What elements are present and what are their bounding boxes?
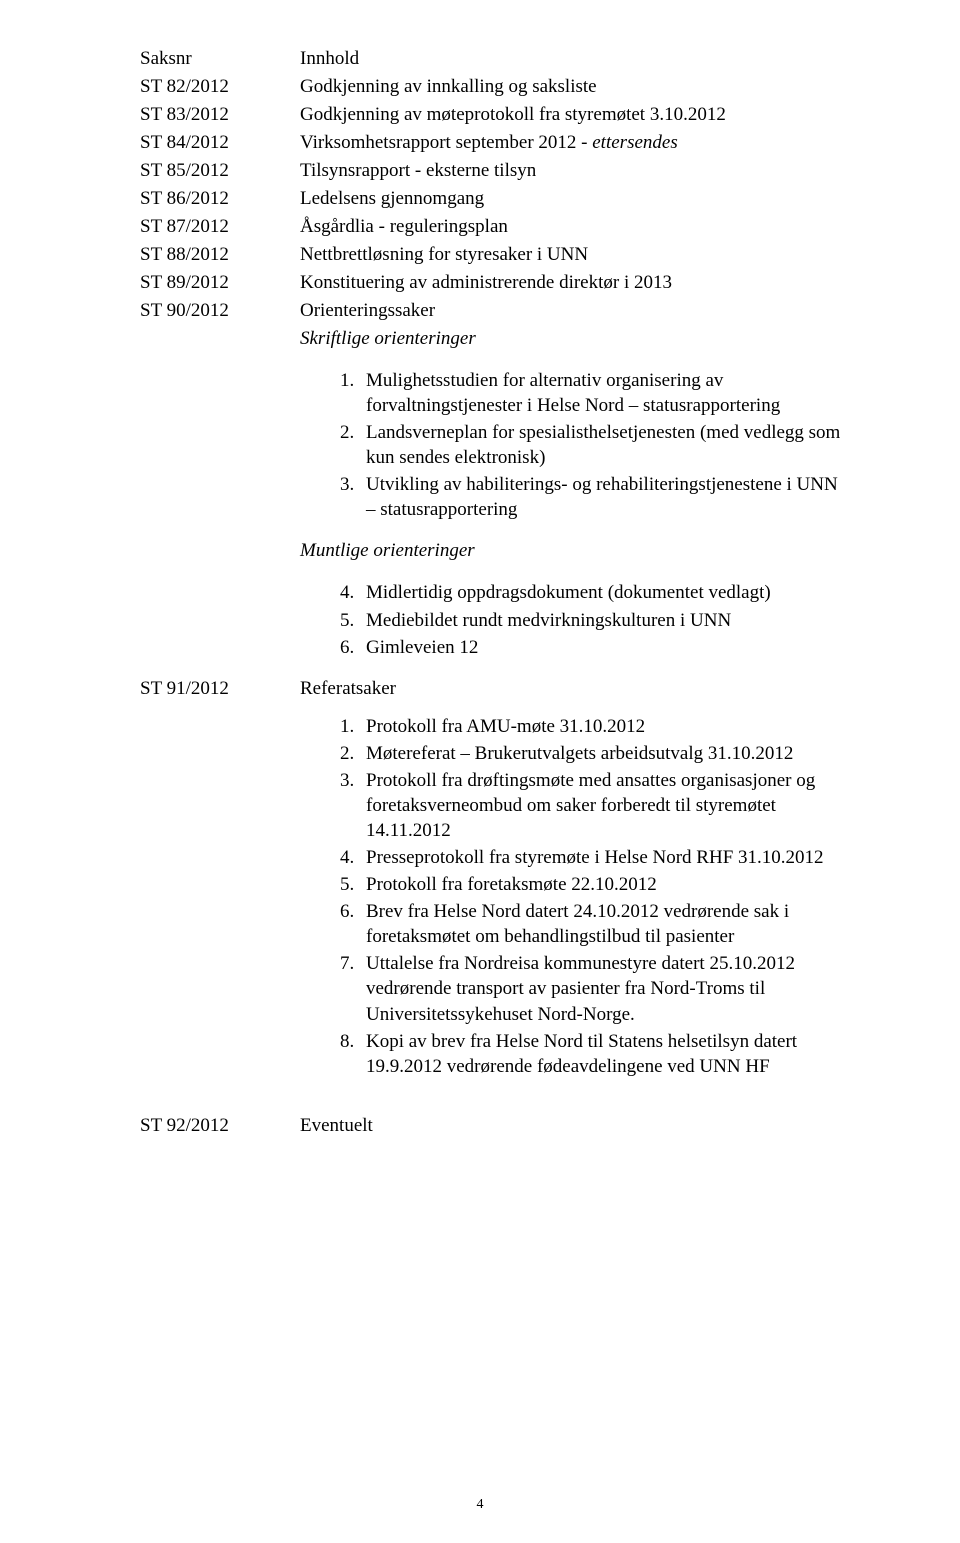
agenda-item-id: ST 91/2012 [140, 678, 300, 700]
list-text: Protokoll fra drøftingsmøte med ansattes… [366, 768, 845, 843]
list-text: Utvikling av habiliterings- og rehabilit… [366, 472, 845, 522]
list-num: 8. [340, 1029, 366, 1079]
list-item: 1.Mulighetsstudien for alternativ organi… [340, 368, 845, 418]
agenda-item-text-pre: Virksomhetsrapport september 2012 - [300, 132, 592, 153]
list-text: Presseprotokoll fra styremøte i Helse No… [366, 845, 845, 870]
page-number: 4 [477, 1497, 484, 1513]
list-item: 5.Protokoll fra foretaksmøte 22.10.2012 [340, 872, 845, 897]
list-text: Møtereferat – Brukerutvalgets arbeidsutv… [366, 741, 845, 766]
list-item: 2.Møtereferat – Brukerutvalgets arbeidsu… [340, 741, 845, 766]
agenda-item: ST 89/2012 Konstituering av administrere… [140, 272, 845, 294]
agenda-item-id: ST 84/2012 [140, 132, 300, 154]
list-num: 4. [340, 845, 366, 870]
list-text: Protokoll fra foretaksmøte 22.10.2012 [366, 872, 845, 897]
header-innhold: Innhold [300, 48, 845, 70]
agenda-item-text: Virksomhetsrapport september 2012 - ette… [300, 132, 845, 154]
agenda-item: ST 88/2012 Nettbrettløsning for styresak… [140, 244, 845, 266]
agenda-item-id: ST 87/2012 [140, 216, 300, 238]
agenda-item: ST 82/2012 Godkjenning av innkalling og … [140, 76, 845, 98]
document-page: Saksnr Innhold ST 82/2012 Godkjenning av… [0, 0, 960, 1543]
list-num: 6. [340, 635, 366, 660]
agenda-item-id: ST 85/2012 [140, 160, 300, 182]
agenda-item: ST 85/2012 Tilsynsrapport - eksterne til… [140, 160, 845, 182]
skriftlige-block: Skriftlige orienteringer 1.Mulighetsstud… [300, 328, 845, 660]
list-item: 8.Kopi av brev fra Helse Nord til Staten… [340, 1029, 845, 1079]
agenda-item-text: Eventuelt [300, 1115, 845, 1137]
agenda-item-id: ST 92/2012 [140, 1115, 300, 1137]
agenda-item: ST 90/2012 Orienteringssaker [140, 300, 845, 322]
list-num: 3. [340, 472, 366, 522]
list-num: 2. [340, 741, 366, 766]
agenda-item-text: Konstituering av administrerende direktø… [300, 272, 845, 294]
list-item: 3.Utvikling av habiliterings- og rehabil… [340, 472, 845, 522]
list-item: 3.Protokoll fra drøftingsmøte med ansatt… [340, 768, 845, 843]
header-saksnr: Saksnr [140, 48, 300, 70]
list-num: 5. [340, 872, 366, 897]
list-item: 4.Presseprotokoll fra styremøte i Helse … [340, 845, 845, 870]
skriftlige-heading: Skriftlige orienteringer [300, 328, 845, 350]
table-header-row: Saksnr Innhold [140, 48, 845, 70]
list-num: 4. [340, 580, 366, 605]
list-num: 1. [340, 714, 366, 739]
list-num: 2. [340, 420, 366, 470]
list-text: Brev fra Helse Nord datert 24.10.2012 ve… [366, 899, 845, 949]
agenda-item-text: Åsgårdlia - reguleringsplan [300, 216, 845, 238]
list-num: 1. [340, 368, 366, 418]
agenda-item-text-italic: ettersendes [592, 132, 677, 153]
agenda-item-text: Nettbrettløsning for styresaker i UNN [300, 244, 845, 266]
agenda-item-id: ST 83/2012 [140, 104, 300, 126]
agenda-item: ST 86/2012 Ledelsens gjennomgang [140, 188, 845, 210]
list-num: 7. [340, 951, 366, 1026]
list-text: Landsverneplan for spesialisthelsetjenes… [366, 420, 845, 470]
agenda-item-id: ST 90/2012 [140, 300, 300, 322]
list-item: 1.Protokoll fra AMU-møte 31.10.2012 [340, 714, 845, 739]
agenda-item-id: ST 82/2012 [140, 76, 300, 98]
list-item: 5.Mediebildet rundt medvirkningskulturen… [340, 608, 845, 633]
list-item: 6.Gimleveien 12 [340, 635, 845, 660]
list-item: 6.Brev fra Helse Nord datert 24.10.2012 … [340, 899, 845, 949]
skriftlige-list: 1.Mulighetsstudien for alternativ organi… [300, 368, 845, 522]
list-num: 3. [340, 768, 366, 843]
list-num: 5. [340, 608, 366, 633]
agenda-item-id: ST 86/2012 [140, 188, 300, 210]
muntlige-list: 4.Midlertidig oppdragsdokument (dokument… [300, 580, 845, 659]
list-item: 7.Uttalelse fra Nordreisa kommunestyre d… [340, 951, 845, 1026]
list-item: 4.Midlertidig oppdragsdokument (dokument… [340, 580, 845, 605]
agenda-item-text: Orienteringssaker [300, 300, 845, 322]
list-text: Midlertidig oppdragsdokument (dokumentet… [366, 580, 845, 605]
list-text: Mulighetsstudien for alternativ organise… [366, 368, 845, 418]
list-text: Kopi av brev fra Helse Nord til Statens … [366, 1029, 845, 1079]
list-text: Gimleveien 12 [366, 635, 845, 660]
agenda-item-text: Referatsaker [300, 678, 845, 700]
agenda-item: ST 84/2012 Virksomhetsrapport september … [140, 132, 845, 154]
referat-block: 1.Protokoll fra AMU-møte 31.10.2012 2.Mø… [300, 714, 845, 1079]
agenda-item-id: ST 89/2012 [140, 272, 300, 294]
agenda-item: ST 87/2012 Åsgårdlia - reguleringsplan [140, 216, 845, 238]
muntlige-heading: Muntlige orienteringer [300, 540, 845, 562]
list-text: Protokoll fra AMU-møte 31.10.2012 [366, 714, 845, 739]
list-text: Mediebildet rundt medvirkningskulturen i… [366, 608, 845, 633]
agenda-item-referat: ST 91/2012 Referatsaker [140, 678, 845, 700]
list-text: Uttalelse fra Nordreisa kommunestyre dat… [366, 951, 845, 1026]
referat-list: 1.Protokoll fra AMU-møte 31.10.2012 2.Mø… [300, 714, 845, 1079]
agenda-item-text: Tilsynsrapport - eksterne tilsyn [300, 160, 845, 182]
agenda-item-id: ST 88/2012 [140, 244, 300, 266]
agenda-item-text: Ledelsens gjennomgang [300, 188, 845, 210]
agenda-item-text: Godkjenning av innkalling og saksliste [300, 76, 845, 98]
agenda-item: ST 83/2012 Godkjenning av møteprotokoll … [140, 104, 845, 126]
agenda-item-eventuelt: ST 92/2012 Eventuelt [140, 1115, 845, 1137]
list-item: 2.Landsverneplan for spesialisthelsetjen… [340, 420, 845, 470]
agenda-item-text: Godkjenning av møteprotokoll fra styremø… [300, 104, 845, 126]
list-num: 6. [340, 899, 366, 949]
